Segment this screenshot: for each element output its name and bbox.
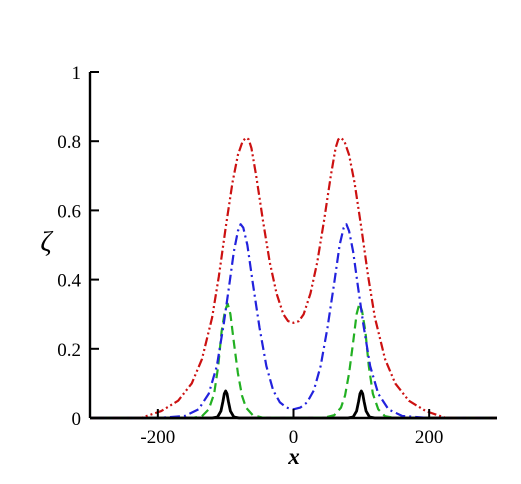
y-axis-title: ζ (40, 227, 53, 258)
x-tick-label: 200 (415, 427, 444, 448)
y-tick-label: 1 (72, 63, 82, 84)
y-tick-label: 0.2 (57, 340, 81, 361)
y-tick-label: 0.4 (57, 271, 81, 292)
x-axis-title: x (287, 444, 300, 469)
series-line-2 (90, 302, 497, 420)
y-ticks: 0 0.2 0.4 0.6 0.8 1 (57, 63, 99, 430)
series-line-3 (90, 223, 497, 420)
x-tick-label: -200 (140, 427, 175, 448)
axes (88, 72, 497, 420)
y-tick-label: 0.6 (57, 201, 81, 222)
series-line-4 (90, 136, 497, 420)
y-tick-label: 0 (72, 409, 82, 430)
x-ticks: -200 0 200 (140, 409, 443, 448)
y-tick-label: 0.8 (57, 132, 81, 153)
x-tick-label: 0 (289, 427, 299, 448)
plot-lines (90, 136, 497, 420)
